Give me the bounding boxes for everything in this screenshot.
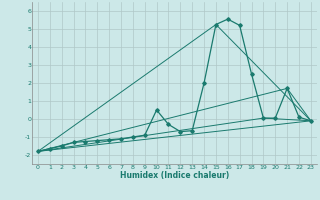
X-axis label: Humidex (Indice chaleur): Humidex (Indice chaleur)	[120, 171, 229, 180]
